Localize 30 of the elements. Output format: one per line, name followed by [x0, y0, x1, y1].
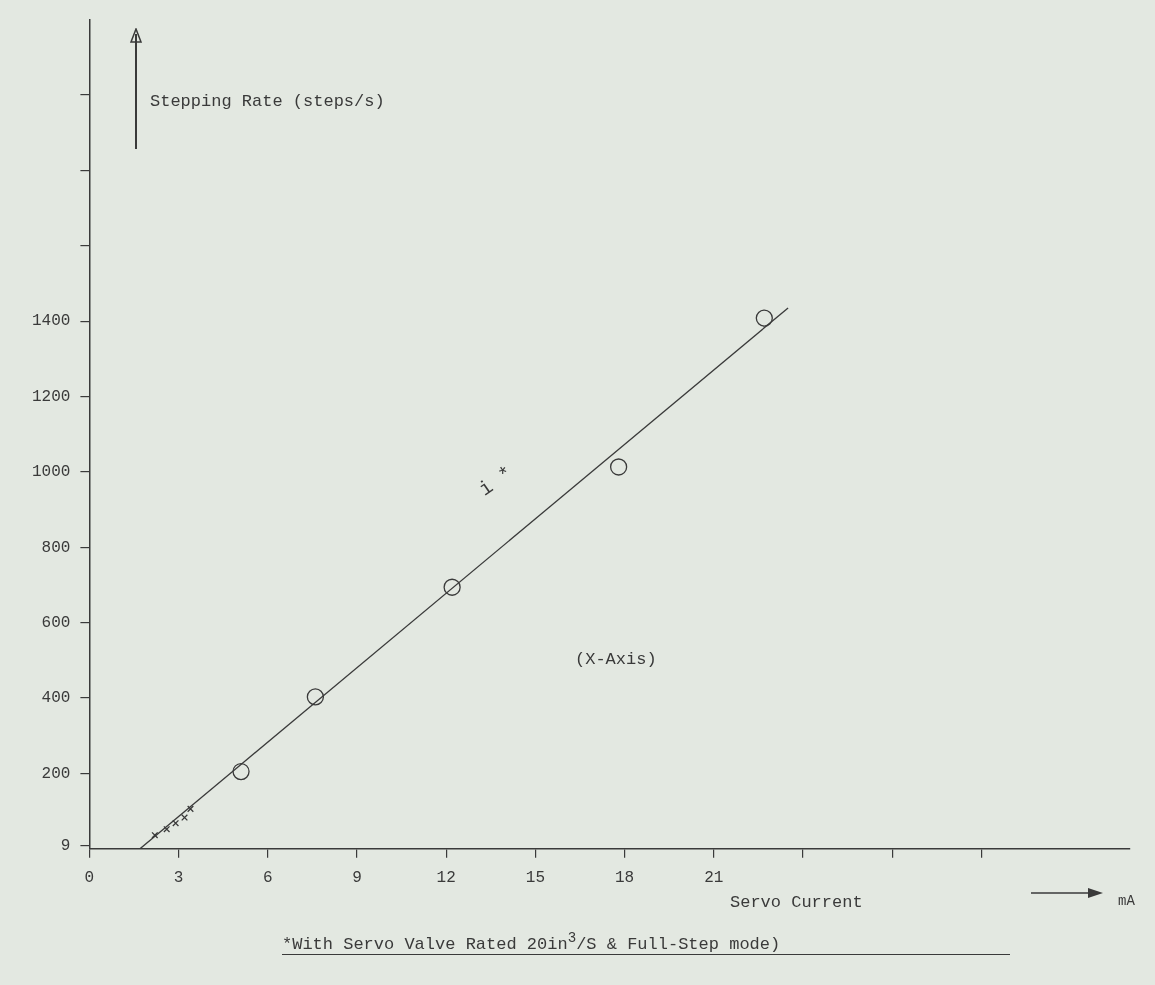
x-axis-title: Servo Current [730, 893, 863, 912]
y-tick-label: 1000 [32, 463, 71, 482]
x-tick-label: 21 [704, 868, 724, 887]
point [172, 819, 180, 827]
x-tick-label: 18 [614, 868, 635, 887]
y-tick-label: 800 [41, 538, 71, 557]
y-tick-label: 1200 [32, 387, 71, 406]
point [609, 458, 628, 476]
x-tick-label: 0 [84, 868, 95, 887]
x-tick-label: 6 [262, 868, 273, 887]
y-axis-title: Stepping Rate (steps/s) [150, 92, 385, 111]
point [443, 578, 461, 596]
y-tick-label: 600 [41, 613, 71, 632]
x-tick-label: 15 [525, 868, 545, 887]
y-tick-label: 200 [41, 764, 71, 783]
text: mA [1118, 893, 1135, 909]
y-tick-label: 9 [60, 836, 71, 855]
y-tick-label: 400 [41, 689, 71, 708]
annotation: (X-Axis) [575, 650, 657, 669]
text: *With Servo Valve Rated 20in$^{3}$/S & Full-Step mode) [282, 930, 1011, 955]
y-tick-label: 1400 [32, 312, 71, 331]
point [306, 688, 325, 706]
point [755, 309, 773, 327]
annotation: i * [474, 461, 518, 502]
point [232, 762, 250, 781]
point [163, 825, 171, 833]
x-tick-label: 9 [352, 868, 362, 887]
x-tick-label: 12 [436, 868, 456, 887]
x-tick-label: 3 [173, 868, 184, 887]
point [187, 805, 194, 813]
